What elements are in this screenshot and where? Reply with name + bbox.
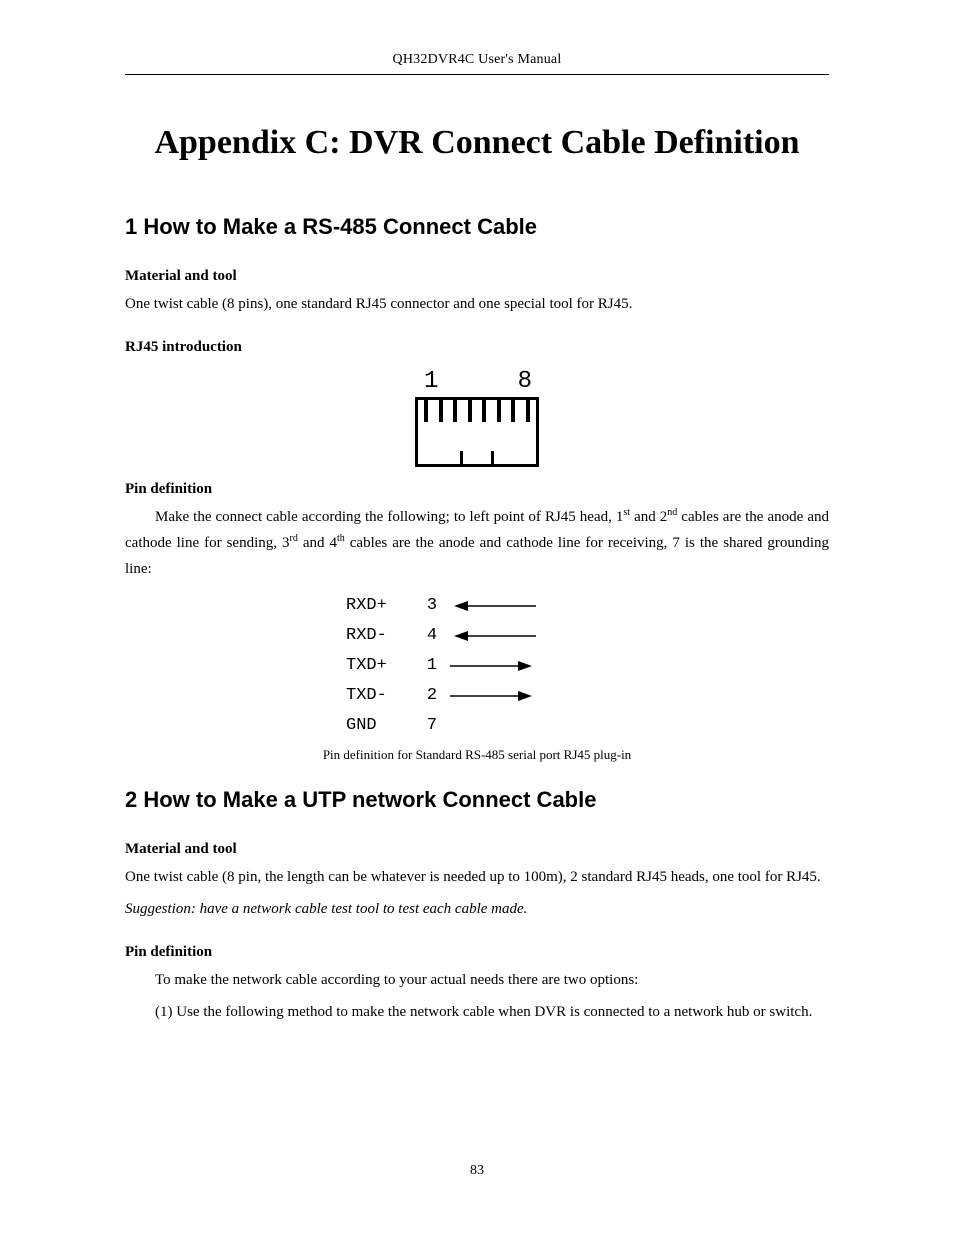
- rj45-pin: [482, 400, 486, 422]
- pin-number: 4: [416, 626, 448, 645]
- s2-sub2-text1: To make the network cable according to y…: [125, 967, 829, 993]
- page-number: 83: [0, 1163, 954, 1179]
- pin-number: 7: [416, 716, 448, 735]
- rj45-label-right: 8: [518, 368, 532, 395]
- rj45-pin-labels: 1 8: [412, 368, 542, 397]
- s1-sub3-text: Make the connect cable according the fol…: [125, 504, 829, 583]
- rj45-notch: [460, 451, 494, 467]
- text: and 4: [298, 535, 337, 551]
- pin-row: RXD-4: [342, 621, 612, 651]
- rj45-pin: [424, 400, 428, 422]
- s2-sub1-text: One twist cable (8 pin, the length can b…: [125, 864, 829, 890]
- rj45-pin: [468, 400, 472, 422]
- rj45-notch-cover: [466, 448, 488, 451]
- pin-signal-label: RXD-: [342, 626, 416, 645]
- pin-number: 1: [416, 656, 448, 675]
- page-header: QH32DVR4C User's Manual: [125, 52, 829, 75]
- rj45-pins: [418, 400, 536, 422]
- arrow-in-icon: [448, 629, 612, 643]
- s1-sub1-text: One twist cable (8 pins), one standard R…: [125, 291, 829, 317]
- section-2-heading: 2 How to Make a UTP network Connect Cabl…: [125, 787, 829, 813]
- s2-sub2-text2: (1) Use the following method to make the…: [125, 999, 829, 1025]
- arrow-out-icon: [448, 659, 612, 673]
- appendix-title: Appendix C: DVR Connect Cable Definition: [125, 111, 829, 176]
- text: and 2: [630, 509, 667, 525]
- pin-definition-diagram: RXD+3RXD-4TXD+1TXD-2GND7: [342, 591, 612, 741]
- section-1-heading: 1 How to Make a RS-485 Connect Cable: [125, 214, 829, 240]
- pin-row: RXD+3: [342, 591, 612, 621]
- sup: th: [337, 533, 345, 544]
- rj45-pin: [497, 400, 501, 422]
- s2-suggestion: Suggestion: have a network cable test to…: [125, 896, 829, 922]
- pin-row: TXD+1: [342, 651, 612, 681]
- rj45-label-left: 1: [424, 368, 438, 395]
- s2-sub2-title: Pin definition: [125, 944, 829, 961]
- pin-signal-label: GND: [342, 716, 416, 735]
- s1-sub3-title: Pin definition: [125, 481, 829, 498]
- rj45-body: [415, 397, 539, 467]
- s1-sub1-title: Material and tool: [125, 268, 829, 285]
- arrow-in-icon: [448, 599, 612, 613]
- pin-signal-label: TXD-: [342, 686, 416, 705]
- pin-number: 2: [416, 686, 448, 705]
- arrow-out-icon: [448, 689, 612, 703]
- pin-signal-label: RXD+: [342, 596, 416, 615]
- page: QH32DVR4C User's Manual Appendix C: DVR …: [0, 0, 954, 1235]
- s2-sub1-title: Material and tool: [125, 841, 829, 858]
- pin-row: GND7: [342, 711, 612, 741]
- rj45-pin: [511, 400, 515, 422]
- pin-row: TXD-2: [342, 681, 612, 711]
- sup: rd: [290, 533, 298, 544]
- pin-signal-label: TXD+: [342, 656, 416, 675]
- pin-number: 3: [416, 596, 448, 615]
- rj45-diagram: 1 8: [412, 368, 542, 467]
- text: Make the connect cable according the fol…: [155, 509, 623, 525]
- rj45-pin: [526, 400, 530, 422]
- sup: nd: [667, 507, 677, 518]
- rj45-pin: [453, 400, 457, 422]
- pin-diagram-caption: Pin definition for Standard RS-485 seria…: [125, 747, 829, 763]
- rj45-pin: [439, 400, 443, 422]
- s1-sub2-title: RJ45 introduction: [125, 339, 829, 356]
